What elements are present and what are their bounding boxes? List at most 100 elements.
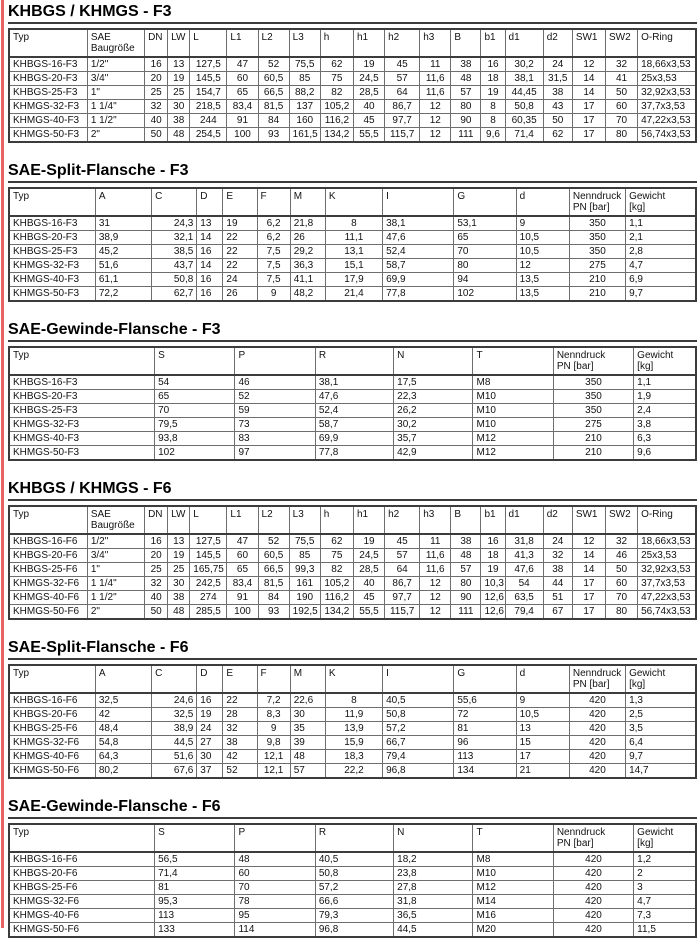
table-cell: M14 <box>472 894 554 909</box>
table-cell: 50,8 <box>151 272 198 287</box>
column-header: Nenndruck PN [bar] <box>552 823 635 853</box>
table-cell: M20 <box>472 922 554 938</box>
table-row: KHBGS-20-F3 38,9 32,1 14 22 6,2 26 11,1 47,6 65 10… <box>8 230 697 245</box>
table-cell: 65 <box>453 230 517 245</box>
table-cell: 4,7 <box>625 258 697 273</box>
table-cell: 45 <box>352 113 386 128</box>
table-cell: 47,22x3,53 <box>637 590 697 605</box>
table-row: KHBGS-20-F6 42 32,5 19 28 8,3 30 11,9 50,8 72 10,5… <box>8 707 697 722</box>
column-header: h1 <box>352 505 386 535</box>
column-header: O-Ring <box>637 28 697 58</box>
table-cell: 40 <box>144 590 169 605</box>
table-cell: 8 <box>324 215 384 231</box>
column-header: L3 <box>288 28 321 58</box>
title-rule <box>8 181 697 183</box>
column-header: G <box>453 664 517 694</box>
table-cell: 275 <box>552 417 635 432</box>
table-cell: 1 1/4" <box>86 576 146 591</box>
table-cell: 1,1 <box>633 374 697 390</box>
table-cell: 9,7 <box>625 286 697 302</box>
table-cell: 16 <box>196 244 224 259</box>
table-cell: 42 <box>222 749 258 764</box>
table-cell: 60 <box>226 71 259 86</box>
table-cell: 50 <box>604 562 639 577</box>
column-header: h3 <box>419 28 452 58</box>
table-cell: 275 <box>568 258 627 273</box>
column-header: C <box>151 664 198 694</box>
column-header: h1 <box>352 28 386 58</box>
table-cell: 111 <box>450 127 482 143</box>
table-row: KHBGS-25-F6 1" 25 25 165,75 65 66,5 99,3 82 28,5 6… <box>8 562 697 577</box>
table-cell: 19 <box>352 56 386 72</box>
title-rule <box>8 340 697 342</box>
table-cell: 26 <box>222 286 258 302</box>
table-row: KHMGS-32-F3 79,5 73 58,7 30,2 M10 275 3,8 <box>8 417 697 432</box>
table-cell: 29,2 <box>289 244 326 259</box>
table-cell: 3 <box>633 880 697 895</box>
table-row: KHMGS-32-F3 51,6 43,7 14 22 7,5 36,3 15,1 58,7 80… <box>8 258 697 273</box>
table-cell: 38,1 <box>504 71 544 86</box>
table-cell: 12,6 <box>480 604 506 620</box>
table-cell: 244 <box>189 113 228 128</box>
table-cell: 19 <box>222 215 258 231</box>
table-cell: 30,2 <box>504 56 544 72</box>
table-row: KHMGS-40-F3 61,1 50,8 16 24 7,5 41,1 17,9 69,9 94… <box>8 272 697 287</box>
table-cell: 22 <box>222 244 258 259</box>
section: KHBGS / KHMGS - F6 Typ SAE Baugröße DN LW L L1… <box>8 480 697 620</box>
table-cell: 14 <box>571 548 606 563</box>
table-cell: 9 <box>256 721 291 736</box>
table-cell: M10 <box>472 866 554 881</box>
table-cell: M10 <box>472 403 554 418</box>
table-cell: 254,5 <box>189 127 228 143</box>
table-cell: 47,6 <box>382 230 455 245</box>
table-cell: 50 <box>604 85 639 100</box>
table-cell: 81 <box>453 721 517 736</box>
column-header: P <box>234 346 316 376</box>
table-cell: 165,75 <box>189 562 228 577</box>
table-cell: 73 <box>234 417 316 432</box>
table-cell: 50,8 <box>382 707 455 722</box>
table-row: KHBGS-25-F3 70 59 52,4 26,2 M10 350 2,4 <box>8 403 697 418</box>
table-cell: 31,5 <box>542 71 573 86</box>
table-cell: 53,1 <box>453 215 517 231</box>
title-rule <box>8 817 697 819</box>
table-cell: 3,5 <box>625 721 697 736</box>
table-cell: 46 <box>604 548 639 563</box>
table-cell: KHMGS-40-F3 <box>8 272 96 287</box>
table-cell: 48 <box>289 749 326 764</box>
table-cell: 12 <box>419 590 452 605</box>
table-cell: 9,6 <box>633 445 697 461</box>
table-cell: 94 <box>453 272 517 287</box>
table-cell: 65 <box>226 562 259 577</box>
column-header: S <box>154 346 236 376</box>
column-header: h2 <box>384 505 421 535</box>
table-cell: 2,8 <box>625 244 697 259</box>
column-header: Nenndruck PN [bar] <box>552 346 635 376</box>
table-cell: 91 <box>226 590 259 605</box>
column-header: K <box>324 664 384 694</box>
table-cell: 75 <box>319 71 354 86</box>
table-cell: 47,6 <box>314 389 395 404</box>
table-cell: 60,35 <box>504 113 544 128</box>
table-cell: KHBGS-16-F3 <box>8 56 88 72</box>
table-cell: 36,3 <box>289 258 326 273</box>
table-cell: 60,5 <box>257 71 290 86</box>
table-cell: KHBGS-20-F3 <box>8 71 88 86</box>
table-cell: 86,7 <box>384 576 421 591</box>
table-cell: 8 <box>480 99 506 114</box>
table-cell: 62 <box>319 56 354 72</box>
table-cell: 51,6 <box>151 749 198 764</box>
table-cell: 420 <box>568 735 627 750</box>
table-cell: 19 <box>352 533 386 549</box>
table-cell: KHMGS-50-F6 <box>8 763 96 779</box>
table-cell: 47 <box>226 533 259 549</box>
table-cell: 8,3 <box>256 707 291 722</box>
table-cell: 11,5 <box>633 922 697 938</box>
table-cell: 100 <box>226 127 259 143</box>
table-cell: 13,5 <box>515 286 570 302</box>
table-cell: 75,5 <box>288 56 321 72</box>
column-header: Gewicht [kg] <box>633 823 697 853</box>
section-title: KHBGS / KHMGS - F6 <box>8 480 172 497</box>
